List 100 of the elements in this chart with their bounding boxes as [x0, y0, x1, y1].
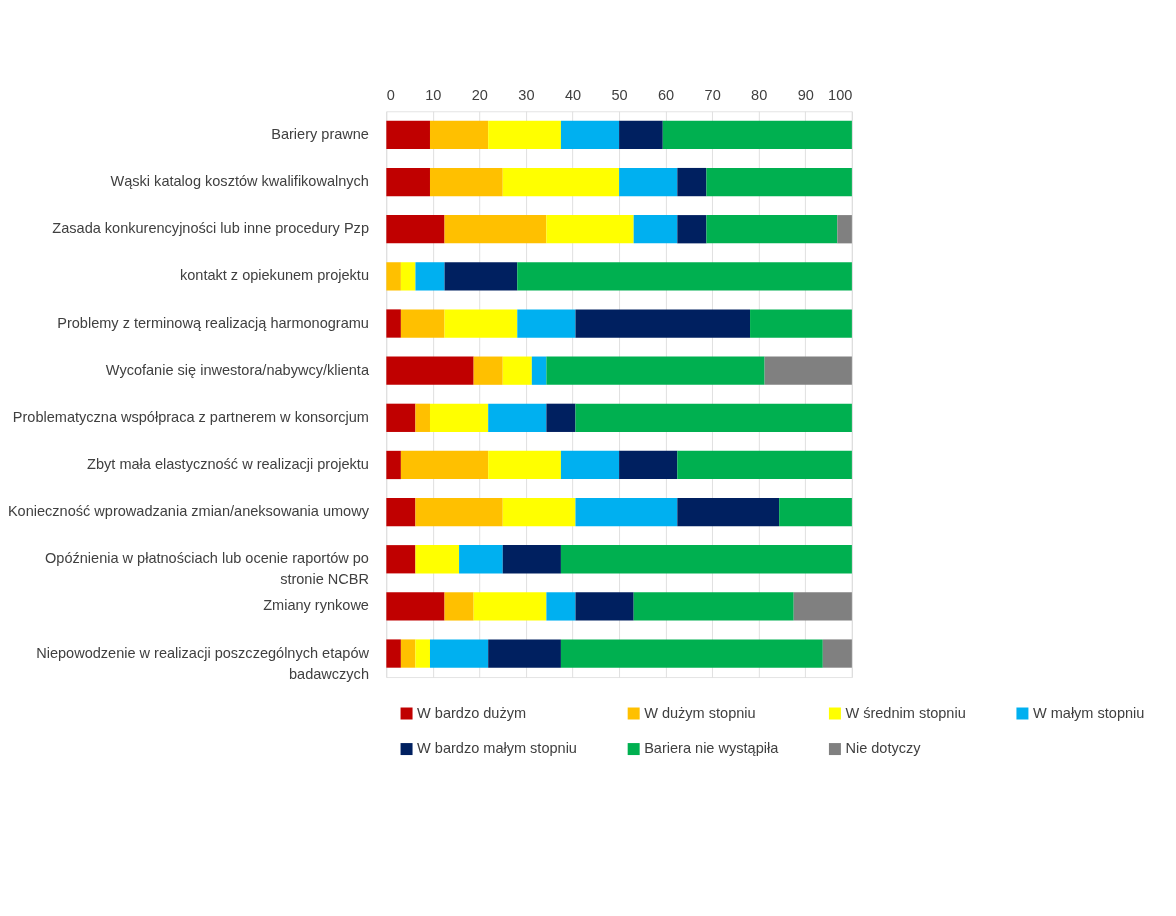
bar — [415, 497, 503, 527]
y-tick-label: Bariery prawne — [271, 125, 369, 142]
x-tick-label: 100 — [828, 87, 853, 104]
bar — [400, 309, 445, 338]
bar — [429, 120, 489, 150]
bar — [429, 403, 489, 432]
bar — [822, 639, 852, 668]
bar — [560, 545, 852, 574]
x-tick-label: 90 — [797, 87, 814, 104]
bar — [560, 450, 620, 480]
bar — [560, 639, 823, 668]
bar — [415, 262, 445, 291]
bar — [429, 639, 489, 668]
bar — [386, 497, 416, 527]
bar — [400, 639, 416, 668]
bar — [488, 403, 547, 432]
bar — [706, 167, 852, 197]
x-tick-label: 60 — [657, 87, 675, 104]
bar — [619, 450, 678, 480]
bar — [764, 356, 852, 385]
bar — [473, 592, 547, 621]
bar — [415, 639, 430, 668]
bar — [444, 215, 547, 244]
bar — [575, 309, 751, 338]
bar — [400, 450, 489, 480]
legend-label: Bariera nie wystąpiła — [644, 740, 780, 757]
x-tick-label: 70 — [704, 87, 721, 104]
bar — [386, 262, 401, 291]
bar — [677, 215, 707, 244]
bar — [444, 592, 474, 621]
x-tick-label: 50 — [611, 87, 628, 104]
bar — [546, 356, 765, 385]
bar — [546, 592, 576, 621]
bar — [459, 545, 503, 574]
bar — [473, 356, 503, 385]
bar — [779, 497, 852, 527]
legend-label: W dużym stopniu — [644, 704, 756, 721]
x-tick-label: 30 — [518, 87, 535, 104]
bar — [415, 403, 430, 432]
bar — [706, 215, 838, 244]
bar — [677, 450, 852, 480]
y-tick-label: Konieczność wprowadzania zmian/aneksowania umowy — [7, 503, 370, 520]
bar — [386, 356, 474, 385]
bar — [546, 215, 634, 244]
y-tick-label: Wąski katalog kosztów kwalifikowalnych — [110, 173, 369, 190]
bar — [444, 262, 518, 291]
bar — [488, 450, 561, 480]
bar — [619, 120, 663, 150]
bar — [386, 639, 401, 668]
bar — [386, 403, 416, 432]
bar — [633, 215, 678, 244]
bar — [575, 403, 852, 432]
bar — [400, 262, 416, 291]
bar — [575, 497, 678, 527]
bar — [517, 262, 852, 291]
bar — [677, 497, 780, 527]
bar — [531, 356, 547, 385]
bar — [386, 545, 416, 574]
bar — [415, 545, 460, 574]
bar — [444, 309, 518, 338]
x-tick-label: 40 — [564, 87, 582, 104]
bar — [429, 167, 503, 197]
bar — [575, 592, 634, 621]
bar — [386, 120, 430, 150]
bar — [386, 450, 401, 480]
bar — [662, 120, 852, 150]
bar — [517, 309, 576, 338]
legend-label: W małym stopniu — [1032, 704, 1145, 721]
y-tick-label: kontakt z opiekunem projektu — [179, 267, 369, 284]
y-tick-label: Niepowodzenie w realizacji poszczególnych etapów badawczych — [36, 644, 370, 682]
y-tick-label: Problematyczna współpraca z partnerem w konsorcjum — [12, 408, 369, 425]
y-tick-label: Problemy z terminową realizacją harmonogramu — [57, 314, 369, 331]
y-tick-label: Zbyt mała elastyczność w realizacji projektu — [87, 456, 369, 473]
y-tick-label: Opóźnienia w płatnościach lub ocenie raportów po stronie NCBR — [45, 550, 369, 588]
y-tick-label: Zmiany rynkowe — [263, 597, 369, 614]
x-tick-label: 0 — [386, 87, 395, 104]
bar — [386, 167, 430, 197]
bar — [502, 167, 620, 197]
bar — [560, 120, 620, 150]
bar — [502, 356, 532, 385]
bar — [488, 639, 561, 668]
bar — [633, 592, 794, 621]
legend-label: W bardzo dużym — [417, 704, 527, 721]
x-tick-label: 10 — [425, 87, 442, 104]
bar — [386, 592, 445, 621]
bar — [386, 215, 445, 244]
legend-label: W średnim stopniu — [845, 704, 966, 721]
bar — [488, 120, 561, 150]
legend-label: W bardzo małym stopniu — [417, 740, 577, 757]
bar — [677, 167, 707, 197]
bar — [546, 403, 576, 432]
y-tick-label: Wycofanie się inwestora/nabywcy/klienta — [105, 361, 370, 378]
bar — [750, 309, 852, 338]
bar — [793, 592, 852, 621]
bar — [502, 497, 576, 527]
x-tick-label: 80 — [751, 87, 768, 104]
legend-label: Nie dotyczy — [845, 740, 922, 757]
y-tick-label: Zasada konkurencyjności lub inne procedury Pzp — [52, 220, 369, 237]
bar — [386, 309, 401, 338]
bar — [837, 215, 852, 244]
